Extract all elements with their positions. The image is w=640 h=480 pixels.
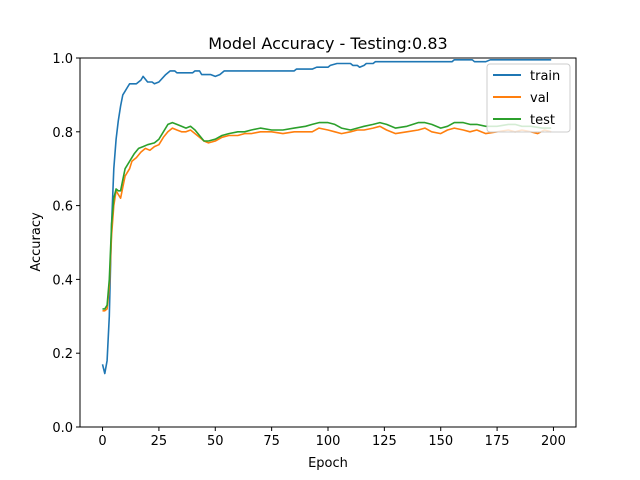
legend-box bbox=[486, 63, 571, 133]
y-tick-label: 0.6 bbox=[52, 200, 73, 215]
x-tick-label: 100 bbox=[316, 434, 341, 449]
x-tick-label: 150 bbox=[428, 434, 453, 449]
y-axis-title: Accuracy bbox=[29, 212, 44, 272]
x-tick-label: 175 bbox=[485, 434, 510, 449]
series-line-val bbox=[102, 125, 552, 312]
chart-title: Model Accuracy - Testing:0.83 bbox=[208, 34, 447, 53]
y-tick-label: 0.8 bbox=[52, 126, 73, 141]
series-line-train bbox=[101, 58, 552, 375]
x-tick-label: 125 bbox=[372, 434, 397, 449]
legend: train val test bbox=[486, 63, 571, 133]
y-tick-label: 0.2 bbox=[52, 347, 73, 362]
x-tick-label: 50 bbox=[207, 434, 224, 449]
x-tick-label: 0 bbox=[98, 434, 106, 449]
x-tick-label: 200 bbox=[541, 434, 566, 449]
legend-label-val: val bbox=[530, 91, 549, 106]
legend-label-test: test bbox=[530, 113, 555, 128]
x-tick-label: 25 bbox=[151, 434, 168, 449]
series-line-test bbox=[102, 121, 552, 310]
y-tick-label: 1.0 bbox=[52, 52, 73, 67]
ticks-layer: 0 25 50 75 100 125 150 175 200 0.0 0.2 0.4 0.6 0.8 1.0 bbox=[52, 52, 566, 449]
lines-layer bbox=[101, 58, 552, 375]
x-axis-title: Epoch bbox=[308, 456, 348, 471]
y-tick-label: 0.0 bbox=[52, 421, 73, 436]
y-tick-label: 0.4 bbox=[52, 273, 73, 288]
legend-label-train: train bbox=[530, 69, 560, 84]
x-tick-label: 75 bbox=[263, 434, 280, 449]
